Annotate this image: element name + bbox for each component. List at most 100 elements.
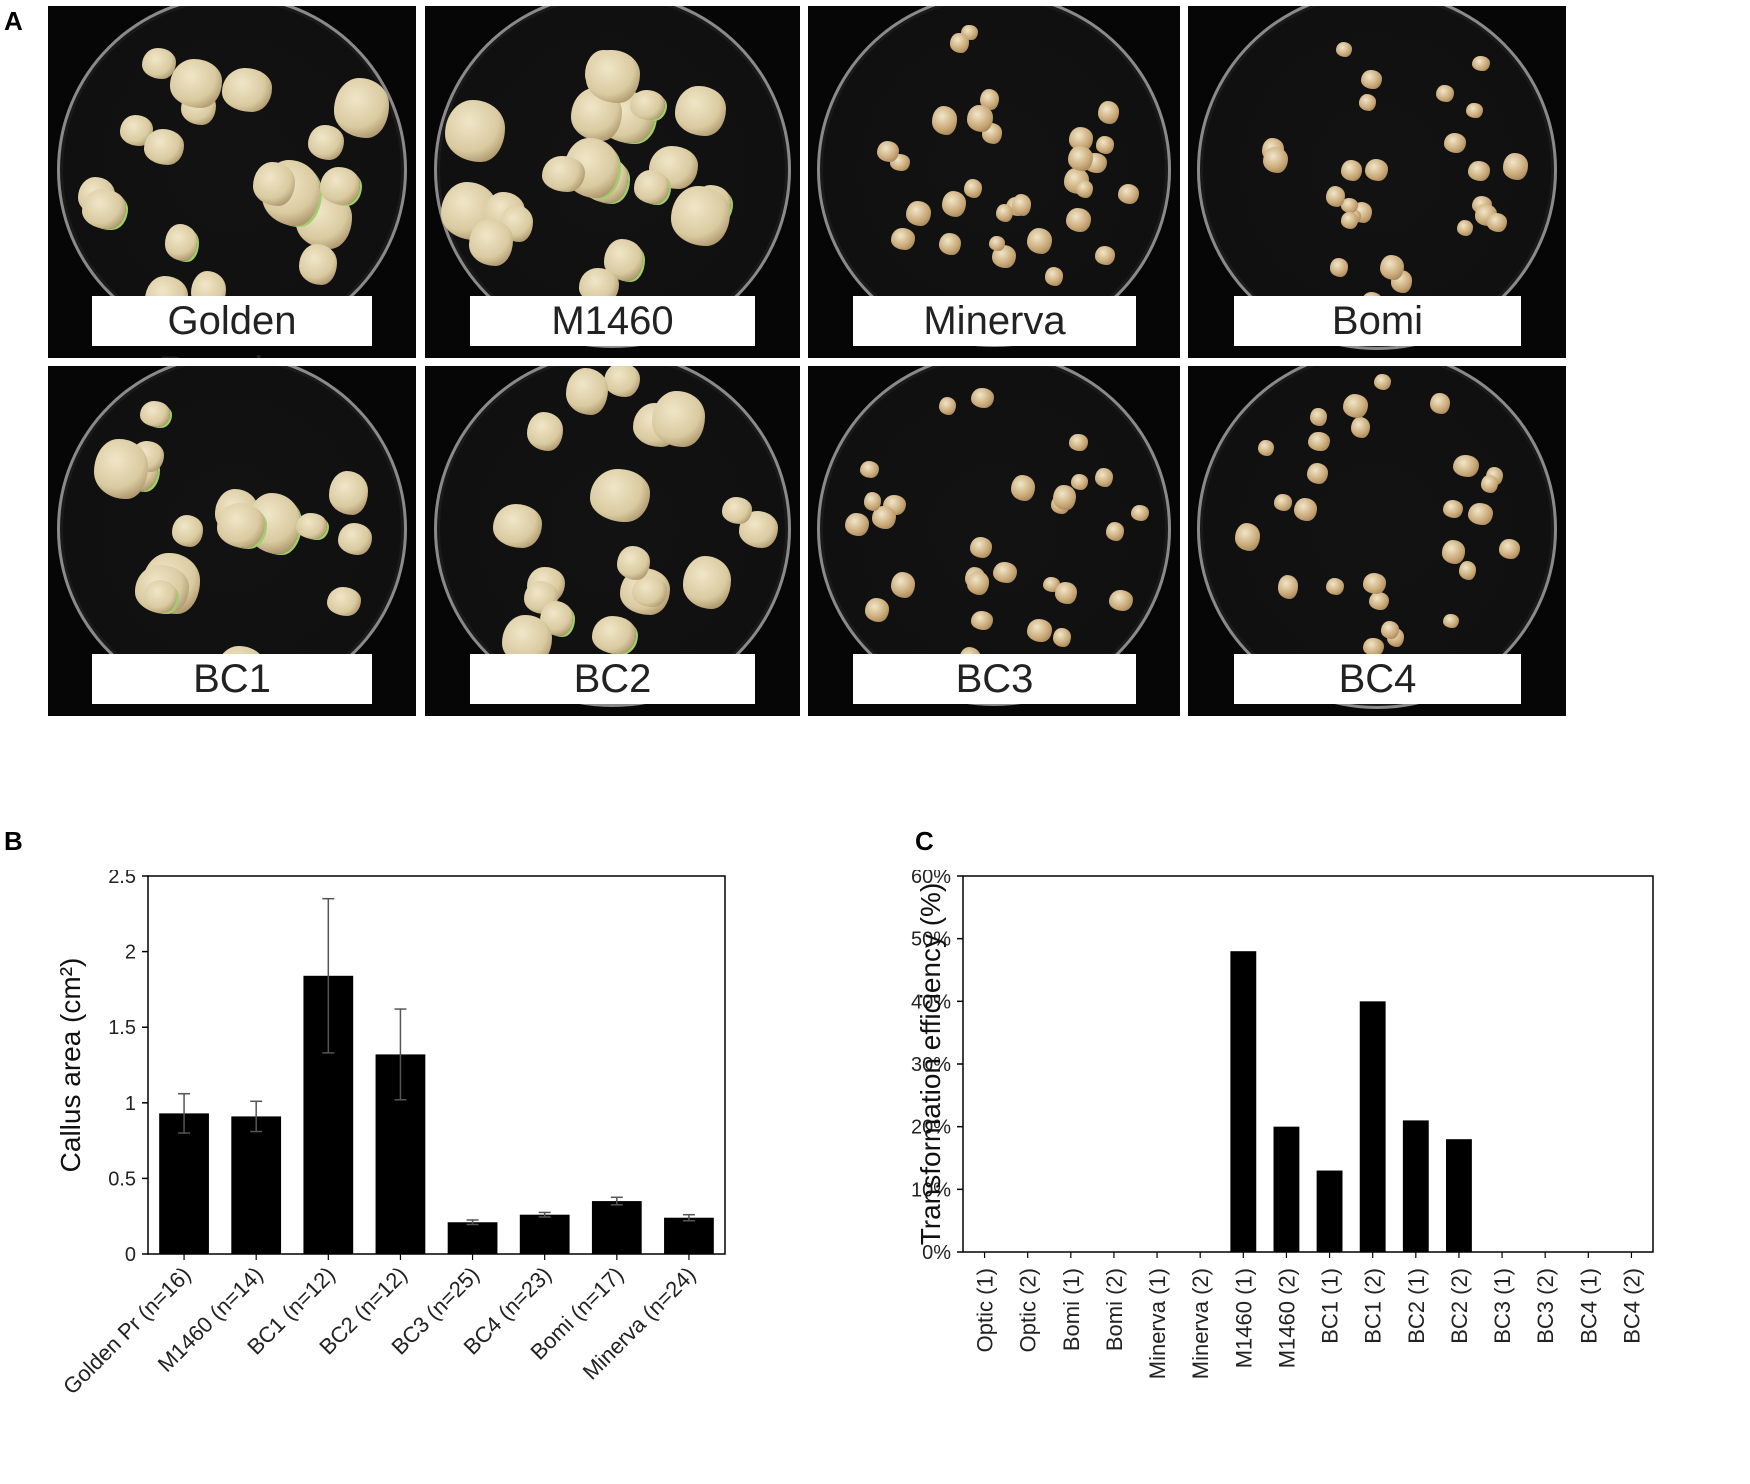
- callus: [967, 105, 994, 132]
- callus: [1076, 179, 1094, 199]
- callus: [586, 49, 640, 104]
- callus: [992, 561, 1017, 584]
- callus: [1066, 208, 1091, 233]
- callus: [1342, 393, 1369, 418]
- y-tick-label: 40%: [911, 991, 951, 1013]
- photo-label: BC3: [853, 654, 1136, 704]
- callus: [1130, 504, 1150, 521]
- panel-label-b: B: [4, 826, 23, 856]
- x-tick-label: Optic (1): [973, 1268, 998, 1352]
- callus: [298, 244, 337, 286]
- callus: [1472, 56, 1490, 72]
- petri-dish-photo: Minerva: [808, 6, 1180, 358]
- photo-label: Golden Promise: [92, 296, 372, 358]
- callus: [941, 191, 966, 218]
- bar: [159, 1113, 209, 1254]
- photo-label: Minerva: [853, 296, 1136, 346]
- callus: [1098, 100, 1119, 124]
- callus: [1467, 161, 1491, 181]
- callus: [963, 178, 982, 198]
- petri-dish: [57, 6, 407, 345]
- y-tick-label: 30%: [911, 1054, 951, 1076]
- callus: [890, 228, 916, 250]
- callus: [164, 224, 197, 261]
- callus: [1480, 475, 1498, 493]
- plot-frame: [962, 875, 1654, 1253]
- callus: [320, 166, 360, 205]
- callus: [629, 89, 665, 120]
- callus: [671, 185, 731, 246]
- petri-dish: [434, 366, 791, 708]
- callus: [1026, 228, 1052, 255]
- plot-frame: [147, 875, 726, 1255]
- petri-dish-photo: BC4: [1188, 366, 1566, 716]
- x-tick-label: Minerva (2): [1188, 1268, 1213, 1379]
- callus: [988, 235, 1006, 252]
- callus: [1310, 407, 1327, 427]
- callus: [1262, 146, 1288, 174]
- callus: [876, 140, 899, 162]
- callus: [617, 546, 650, 581]
- bar: [1402, 1120, 1429, 1252]
- callus: [1359, 94, 1377, 112]
- callus: [1466, 103, 1483, 119]
- bar: [1230, 951, 1257, 1252]
- y-tick-label: 0: [125, 1244, 136, 1266]
- callus: [1380, 621, 1399, 640]
- callus: [632, 575, 667, 607]
- bar: [664, 1217, 714, 1254]
- y-tick-label: 0.5: [108, 1168, 136, 1190]
- callus: [1277, 575, 1299, 599]
- petri-dish: [57, 366, 407, 704]
- callus: [1117, 184, 1140, 205]
- bar: [231, 1116, 282, 1254]
- y-tick-label: 2: [125, 942, 136, 964]
- y-tick-label: 60%: [911, 870, 951, 888]
- petri-dish: [434, 6, 791, 349]
- callus: [222, 68, 273, 112]
- bar: [447, 1222, 498, 1254]
- x-tick-label: BC2 (1): [1404, 1268, 1429, 1344]
- x-tick-label: M1460 (2): [1274, 1268, 1299, 1368]
- callus: [1351, 416, 1371, 439]
- petri-dish: [1197, 6, 1557, 350]
- callus: [1070, 473, 1089, 490]
- callus: [604, 366, 641, 398]
- transformation-efficiency-chart: 0% 10% 20% 30% 40% 50% 60%Transformation effic…: [911, 870, 1654, 1379]
- callus: [1486, 213, 1507, 233]
- petri-dish: [1197, 366, 1557, 709]
- callus: [1341, 197, 1359, 213]
- callus: [1453, 455, 1480, 478]
- callus: [1362, 573, 1386, 594]
- callus: [1443, 613, 1460, 629]
- bar: [1316, 1170, 1343, 1252]
- callus: [932, 106, 958, 135]
- callus: [1010, 474, 1035, 501]
- callus: [859, 461, 879, 479]
- bar: [519, 1214, 570, 1254]
- panel-label-a: A: [4, 6, 23, 36]
- callus: [1458, 561, 1476, 581]
- callus: [1068, 145, 1093, 171]
- photo-label: Bomi: [1234, 296, 1521, 346]
- callus: [891, 571, 916, 598]
- callus: [675, 86, 726, 136]
- petri-dish: [817, 6, 1171, 347]
- callus: [589, 468, 650, 522]
- petri-dish-photo: Golden Promise: [48, 6, 416, 358]
- petri-dish: [817, 366, 1171, 706]
- callus: [1068, 127, 1093, 151]
- y-axis-label: Transformation efficiency (%): [915, 883, 946, 1246]
- callus: [143, 579, 177, 613]
- callus: [527, 412, 564, 452]
- y-tick-label: 20%: [911, 1117, 951, 1139]
- callus: [938, 396, 956, 415]
- callus: [939, 232, 961, 255]
- bar: [1446, 1139, 1472, 1252]
- callus: [337, 523, 372, 556]
- callus: [144, 129, 185, 166]
- callus: [1467, 502, 1493, 526]
- x-tick-label: Optic (2): [1016, 1268, 1041, 1352]
- callus: [864, 492, 882, 511]
- callus: [308, 125, 344, 161]
